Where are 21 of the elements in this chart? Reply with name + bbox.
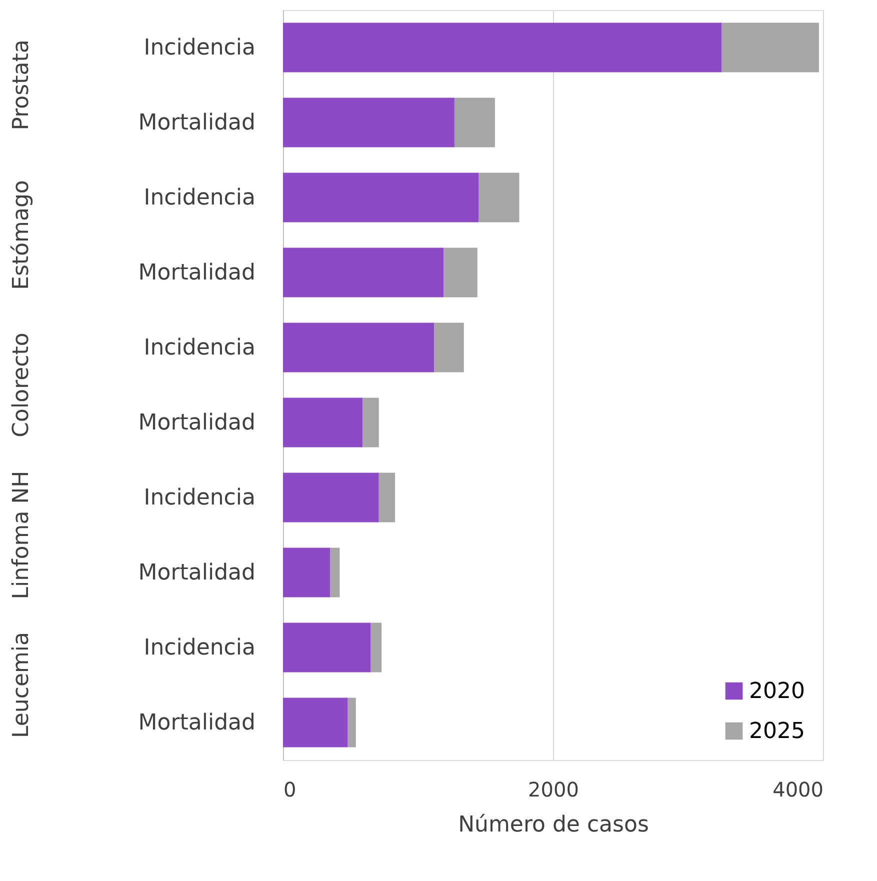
x-tick-label: 2000: [528, 778, 579, 802]
y-tick-label: Incidencia: [144, 36, 256, 60]
y-tick-label: Incidencia: [144, 486, 256, 510]
y-tick-label: Incidencia: [144, 336, 256, 360]
text: Estómago: [9, 180, 34, 290]
y-tick-label: Mortalidad: [138, 710, 256, 736]
x-tick-label: 4000: [772, 778, 824, 802]
legend-label: 2025: [749, 719, 805, 744]
x-tick-label: 0: [284, 778, 296, 802]
y-tick-label: Mortalidad: [138, 110, 256, 136]
y-tick-label: Mortalidad: [138, 410, 256, 436]
x-axis-title: Número de casos: [458, 812, 649, 838]
text: Leucemia: [9, 632, 34, 738]
y-tick-label: Incidencia: [144, 186, 256, 210]
legend-label: 2020: [749, 679, 805, 704]
y-tick-label: Incidencia: [144, 636, 256, 660]
y-tick-label: Mortalidad: [138, 260, 256, 286]
text: Prostata: [9, 40, 34, 130]
y-tick-label: Mortalidad: [138, 560, 256, 586]
text: Linfoma NH: [9, 470, 34, 600]
text: Colorecto: [9, 332, 34, 438]
